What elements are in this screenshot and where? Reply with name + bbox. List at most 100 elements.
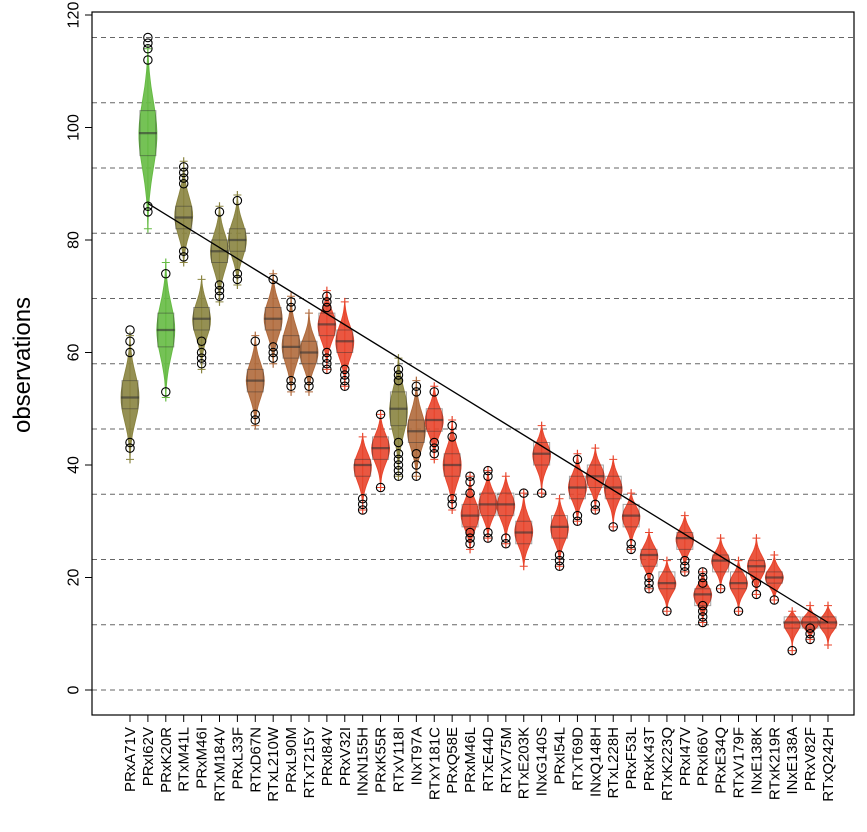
outlier-point — [393, 471, 404, 481]
outlier-point — [143, 43, 153, 54]
violin-RTxV118I — [389, 354, 408, 481]
outlier-point — [178, 246, 189, 257]
violin-PRxK20R — [156, 258, 176, 402]
y-tick-label: 80 — [66, 231, 83, 249]
violin-PRxE34Q — [711, 534, 731, 593]
violin-INxG140S — [532, 421, 551, 498]
y-tick-label: 20 — [66, 569, 83, 587]
x-tick-label: RTxV75M — [498, 727, 515, 793]
x-tick-label: INxE138K — [748, 727, 765, 795]
outlier-point — [393, 364, 404, 375]
outlier-point — [447, 493, 457, 504]
outlier-point — [322, 364, 332, 375]
x-tick-label: INxT97A — [408, 727, 425, 785]
violin-PRxM46L — [460, 472, 480, 554]
outlier-point — [340, 381, 350, 391]
x-tick-label: RTxQ242H — [820, 727, 837, 802]
outlier-point — [554, 555, 565, 566]
violin-RTxL210W — [263, 269, 283, 368]
outlier-point — [340, 370, 350, 380]
violin-box — [730, 571, 748, 590]
outlier-point — [178, 167, 189, 178]
x-tick-label: PRxE34Q — [713, 727, 730, 794]
outlier-point — [214, 291, 225, 301]
outlier-point — [322, 347, 332, 358]
outlier-point — [268, 342, 278, 352]
outlier-point — [304, 381, 314, 391]
outlier-point — [697, 578, 708, 588]
violin-PRxI62V — [138, 44, 158, 233]
outlier-point — [447, 432, 457, 442]
outlier-point — [590, 499, 601, 510]
outlier-point — [733, 606, 744, 616]
x-tick-label: RTxM184V — [211, 727, 228, 802]
outlier-point — [357, 499, 368, 510]
outlier-point — [125, 325, 135, 335]
violin-RTxM41L — [174, 157, 194, 267]
x-tick-label: RTxY181C — [426, 727, 443, 800]
outlier-point — [375, 482, 386, 493]
trend-line-segment — [147, 202, 829, 624]
outlier-point — [626, 538, 636, 549]
x-tick-label: RTxT69D — [569, 727, 586, 791]
outlier-point — [340, 375, 350, 386]
outlier-point — [250, 409, 261, 420]
violin-PRxA71V — [120, 331, 140, 464]
violin-RTxL228H — [604, 455, 623, 531]
x-tick-label: PRxA71V — [122, 727, 139, 792]
outlier-point — [161, 387, 171, 397]
x-tick-label: PRxQ58E — [444, 727, 461, 794]
outlier-point — [286, 297, 296, 307]
outlier-point — [697, 606, 708, 616]
outlier-point — [805, 634, 815, 645]
outlier-point — [411, 460, 422, 470]
outlier-point — [697, 617, 708, 628]
outlier-point — [196, 353, 207, 363]
violins — [120, 44, 838, 655]
outlier-point — [250, 336, 261, 346]
outlier-point — [322, 291, 332, 301]
outlier-point — [501, 533, 511, 543]
outlier-point — [322, 297, 332, 307]
violin-box — [354, 458, 372, 477]
x-tick-label: INxQ148H — [587, 727, 604, 797]
y-tick-label: 100 — [66, 114, 83, 141]
violin-PRxI84V — [317, 286, 337, 374]
y-tick-label: 0 — [66, 685, 83, 694]
outlier-point — [483, 465, 493, 476]
outlier-point — [697, 612, 708, 622]
outlier-point — [178, 252, 189, 262]
violin-PRxI54L — [550, 494, 569, 571]
x-tick-label: INxN155H — [355, 727, 372, 796]
outlier-point — [483, 533, 493, 543]
violin-INxE138A — [783, 607, 802, 655]
outlier-point — [465, 477, 475, 487]
outlier-point — [178, 179, 189, 189]
outlier-point — [447, 420, 457, 431]
outlier-point — [143, 55, 153, 65]
violin-PRxV82F — [800, 601, 820, 644]
outlier-point — [178, 162, 189, 172]
outlier-point — [357, 505, 368, 515]
x-tick-label: RTxL228H — [605, 727, 622, 798]
outlier-point — [161, 268, 171, 279]
outlier-point — [232, 268, 243, 279]
outlier-point — [196, 336, 207, 346]
outlier-point — [268, 274, 278, 285]
x-tick-label: PRxI84V — [319, 727, 336, 786]
outlier-point — [554, 550, 565, 560]
outlier-point — [143, 207, 153, 217]
outlier-point — [447, 499, 457, 510]
outlier-point — [662, 606, 672, 616]
outlier-point — [465, 527, 475, 538]
outlier-point — [465, 471, 475, 481]
outlier-point — [536, 488, 547, 498]
x-tick-label: RTxK223Q — [659, 727, 676, 801]
outlier-point — [483, 471, 493, 481]
outlier-point — [697, 572, 708, 583]
outlier-point — [787, 645, 797, 656]
x-tick-label: RTxE203K — [516, 727, 533, 799]
x-tick-label: INxG140S — [534, 727, 551, 796]
outlier-point — [268, 353, 278, 363]
